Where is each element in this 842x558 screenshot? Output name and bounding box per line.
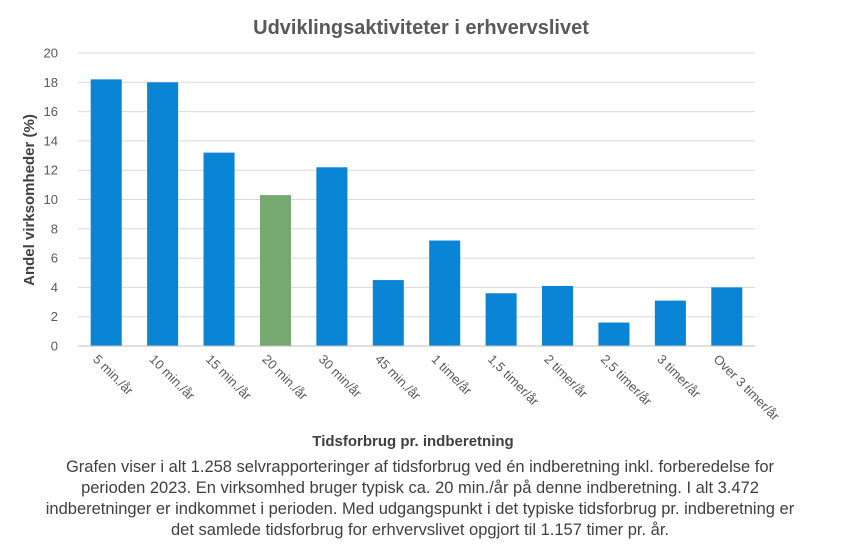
bar-3 <box>259 195 291 346</box>
x-tick-label: 5 min./år <box>90 352 137 399</box>
y-tick-label: 6 <box>51 251 58 266</box>
gridlines <box>78 52 755 318</box>
bar-5 <box>372 280 404 346</box>
x-axis-ticks: 5 min./år 10 min./år 15 min./år 20 min./år 3… <box>90 352 783 424</box>
bar-8 <box>542 285 574 346</box>
y-tick-label: 0 <box>51 339 58 354</box>
bar-9 <box>598 322 630 346</box>
bar-6 <box>429 240 461 346</box>
x-tick-label: 1 time/år <box>429 352 476 399</box>
x-tick-label: 2 timer/år <box>541 352 591 402</box>
x-axis-title: Tidsforbrug pr. indberetning <box>312 433 513 450</box>
bar-4 <box>316 167 348 346</box>
x-tick-label: 20 min./år <box>259 352 311 404</box>
y-axis-title: Andel virksomheder (%) <box>21 114 38 286</box>
bar-1 <box>147 82 179 347</box>
y-tick-label: 4 <box>51 280 58 295</box>
y-tick-label: 16 <box>44 104 58 119</box>
x-tick-label: 10 min./år <box>147 352 199 404</box>
x-tick-label: Over 3 timer/år <box>711 352 783 424</box>
bar-7 <box>485 293 517 346</box>
bars <box>90 79 743 347</box>
bar-0 <box>90 79 122 347</box>
y-tick-label: 10 <box>44 192 58 207</box>
chart-caption: Grafen viser i alt 1.258 selvrapporterin… <box>45 458 795 539</box>
y-tick-label: 8 <box>51 221 58 236</box>
bar-10 <box>654 300 686 346</box>
x-tick-label: 45 min./år <box>372 352 424 404</box>
y-axis-ticks: 0 2 4 6 8 10 12 14 16 18 20 <box>44 46 58 354</box>
y-tick-label: 2 <box>51 309 58 324</box>
y-tick-label: 18 <box>44 75 58 90</box>
x-tick-label: 2,5 timer/år <box>598 352 656 410</box>
bar-11 <box>711 287 743 346</box>
y-tick-label: 14 <box>44 133 58 148</box>
y-tick-label: 12 <box>44 163 58 178</box>
x-tick-label: 3 timer/år <box>654 352 704 402</box>
bar-2 <box>203 152 235 346</box>
chart-title: Udviklingsaktiviteter i erhvervslivet <box>253 17 589 39</box>
x-tick-label: 15 min./år <box>203 352 255 404</box>
x-tick-label: 1,5 timer/år <box>485 352 543 410</box>
bar-chart: Udviklingsaktiviteter i erhvervslivet 0 2… <box>21 17 783 450</box>
x-tick-label: 30 min/år <box>316 352 365 401</box>
y-tick-label: 20 <box>44 46 58 61</box>
